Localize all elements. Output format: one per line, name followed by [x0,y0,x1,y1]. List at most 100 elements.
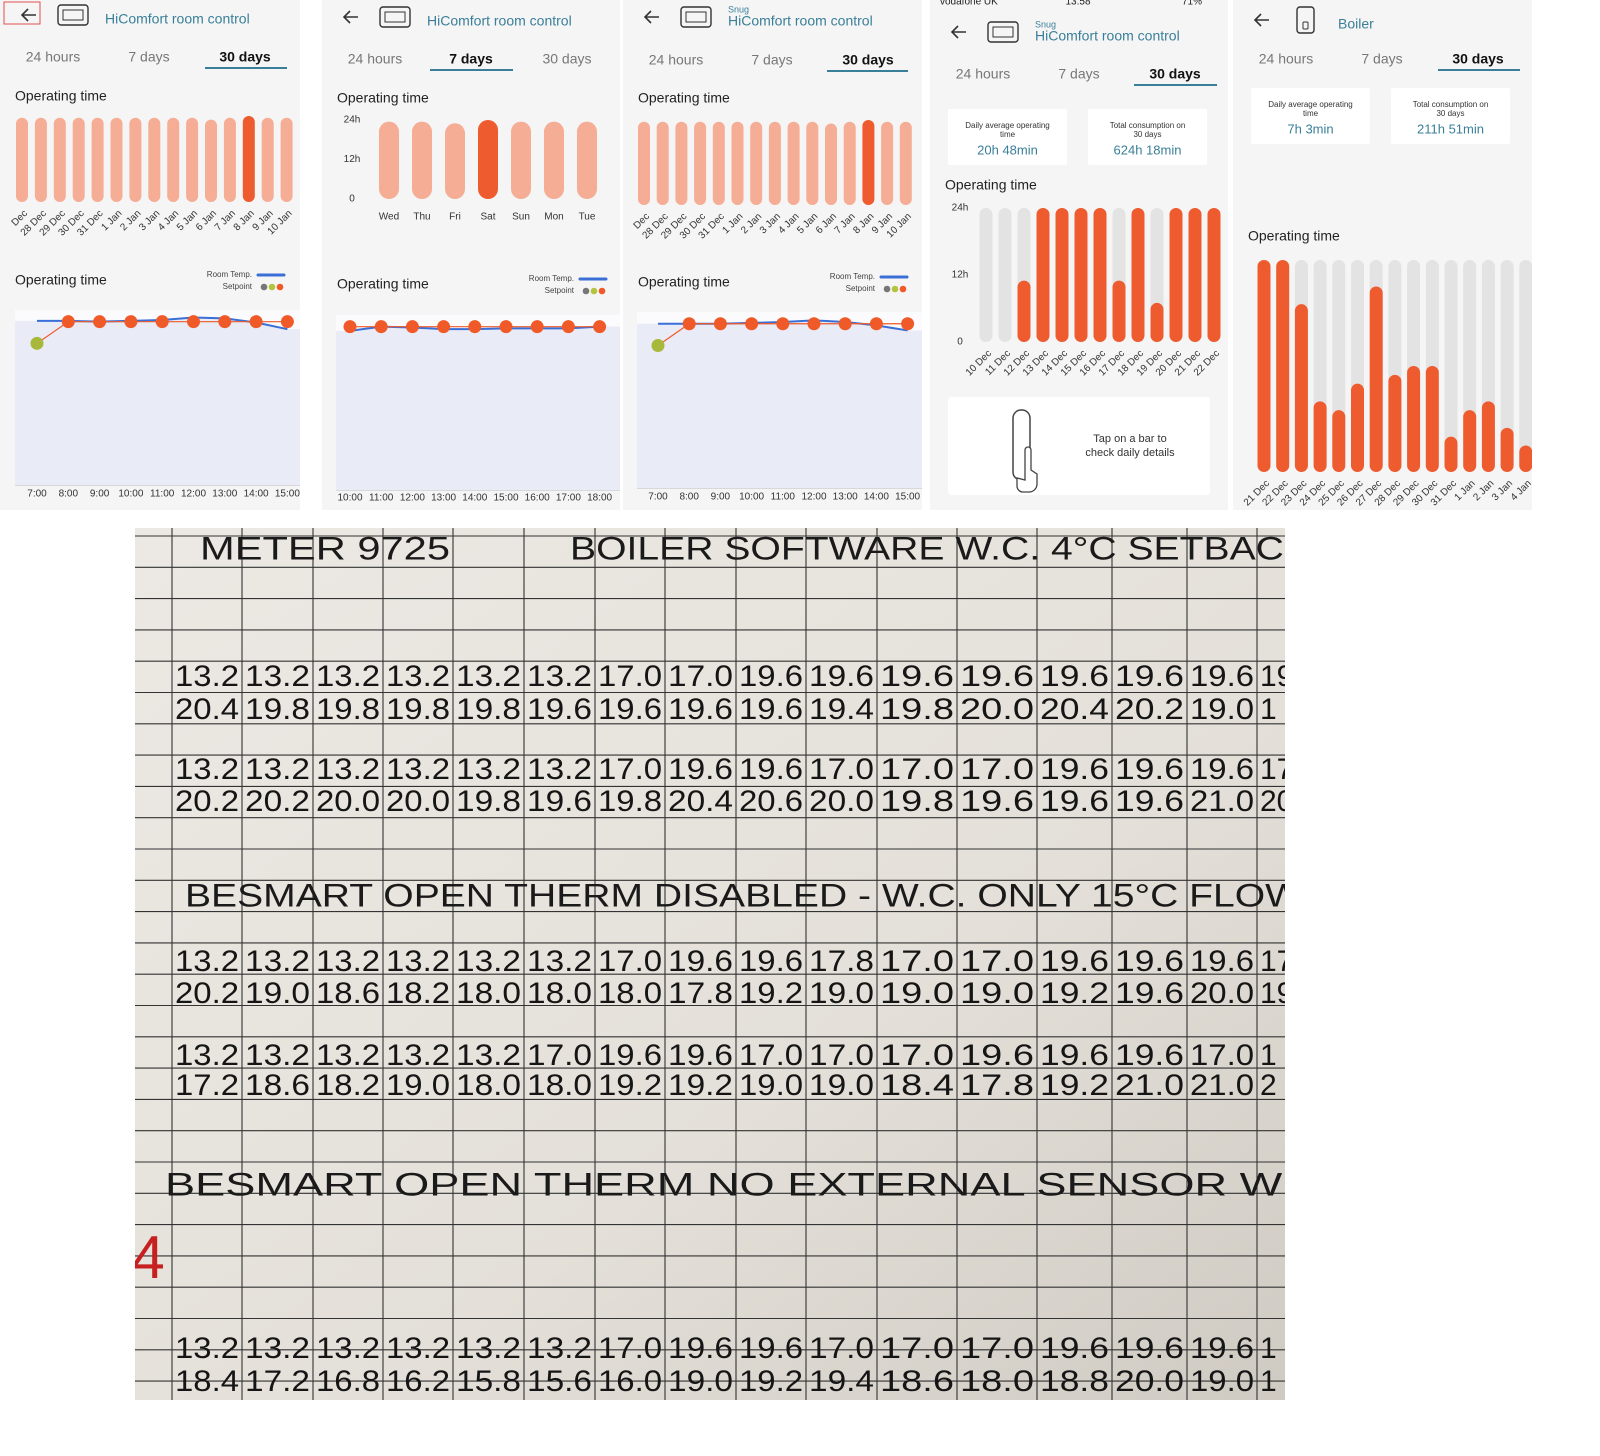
bar[interactable] [72,117,85,202]
bar[interactable] [1017,280,1031,342]
x-tick-label: Tue [579,212,596,223]
bar[interactable] [1519,445,1532,473]
bar[interactable] [731,121,744,205]
tab[interactable]: 7 days [1058,66,1099,82]
bar[interactable] [577,121,597,199]
handwritten-value: 2 [1260,1069,1277,1102]
bar[interactable] [16,117,28,202]
tab[interactable]: 24 hours [26,49,80,65]
bar[interactable] [242,116,255,202]
bar[interactable] [768,121,781,205]
bar[interactable] [1294,304,1308,472]
bar[interactable] [712,121,725,205]
bar[interactable] [825,123,837,205]
handwritten-value: 17.0 [960,753,1034,786]
bar[interactable] [167,117,180,202]
bar[interactable] [1425,366,1439,472]
bar[interactable] [1169,208,1183,342]
setpoint-marker [745,317,759,331]
bar[interactable] [53,117,66,202]
bar[interactable] [1313,401,1327,472]
tab[interactable]: 24 hours [956,66,1010,82]
tab[interactable]: 30 days [1452,51,1504,67]
bar[interactable] [91,117,104,202]
bar[interactable] [1444,436,1458,472]
bar[interactable] [1188,208,1202,342]
bar[interactable] [148,117,161,202]
bar[interactable] [881,121,894,205]
bar[interactable] [1500,427,1514,472]
tab[interactable]: 24 hours [649,52,703,68]
bar[interactable] [1369,286,1383,473]
bar[interactable] [1207,208,1221,342]
bar[interactable] [379,121,399,199]
bar[interactable] [445,123,465,199]
card-label: Total consumption on [1413,100,1489,109]
handwritten-value: 17 [1260,753,1293,786]
handwritten-value: 1 [1260,693,1277,726]
bar[interactable] [280,117,293,202]
bar[interactable] [1131,208,1145,342]
bar[interactable] [261,117,274,202]
tab[interactable]: 30 days [842,52,894,68]
back-button[interactable] [643,10,659,24]
bar[interactable] [34,117,47,202]
bar[interactable] [186,117,199,202]
bar[interactable] [806,121,819,205]
bar[interactable] [1332,410,1346,472]
bar[interactable] [205,119,217,202]
bar[interactable] [694,121,707,205]
back-button[interactable] [950,25,966,39]
bar[interactable] [1388,374,1402,472]
bar[interactable] [843,121,856,205]
bar[interactable] [478,120,498,199]
bar[interactable] [1276,260,1290,472]
bar[interactable] [412,121,432,199]
tab[interactable]: 30 days [542,51,591,67]
tab[interactable]: 7 days [1361,51,1402,67]
bar[interactable] [1351,383,1364,472]
bar[interactable] [544,121,564,199]
back-button[interactable] [1253,13,1269,27]
tab[interactable]: 7 days [128,49,169,65]
back-button[interactable] [20,8,36,22]
tab[interactable]: 7 days [751,52,792,68]
tab[interactable]: 24 hours [348,51,402,67]
tab[interactable]: 24 hours [1259,51,1313,67]
back-button[interactable] [342,10,358,24]
bar[interactable] [787,121,800,205]
legend-dot [582,287,590,295]
bar[interactable] [1481,401,1495,472]
bar[interactable] [1150,302,1164,342]
bar[interactable] [862,120,875,205]
handwritten-value: 15.6 [527,1365,592,1398]
bar[interactable] [223,117,236,202]
handwritten-value: 13.2 [316,660,380,693]
handwritten-value: 19.6 [1190,945,1254,978]
handwritten-value: 19.8 [456,785,521,818]
bar[interactable] [750,121,763,205]
x-tick-label: 12:00 [801,492,826,503]
card-label: time [1000,130,1016,139]
bar[interactable] [675,121,688,205]
bar[interactable] [1257,260,1271,472]
bar[interactable] [1055,208,1069,342]
bar[interactable] [511,121,531,199]
handwritten-value: 17.0 [1190,1039,1254,1072]
bar[interactable] [129,117,142,202]
tab[interactable]: 7 days [449,51,493,67]
tab[interactable]: 30 days [219,49,271,65]
bar[interactable] [1093,208,1107,342]
bar[interactable] [638,121,650,205]
bar[interactable] [1463,410,1477,472]
tab[interactable]: 30 days [1149,66,1201,82]
bar[interactable] [1407,366,1421,472]
bar[interactable] [110,117,123,202]
bar[interactable] [656,121,669,205]
bar[interactable] [1074,208,1088,342]
bar-track [998,208,1012,342]
bar[interactable] [1112,280,1126,342]
bar[interactable] [899,121,912,205]
bar[interactable] [1036,208,1050,342]
header-title: HiComfort room control [1035,28,1180,44]
